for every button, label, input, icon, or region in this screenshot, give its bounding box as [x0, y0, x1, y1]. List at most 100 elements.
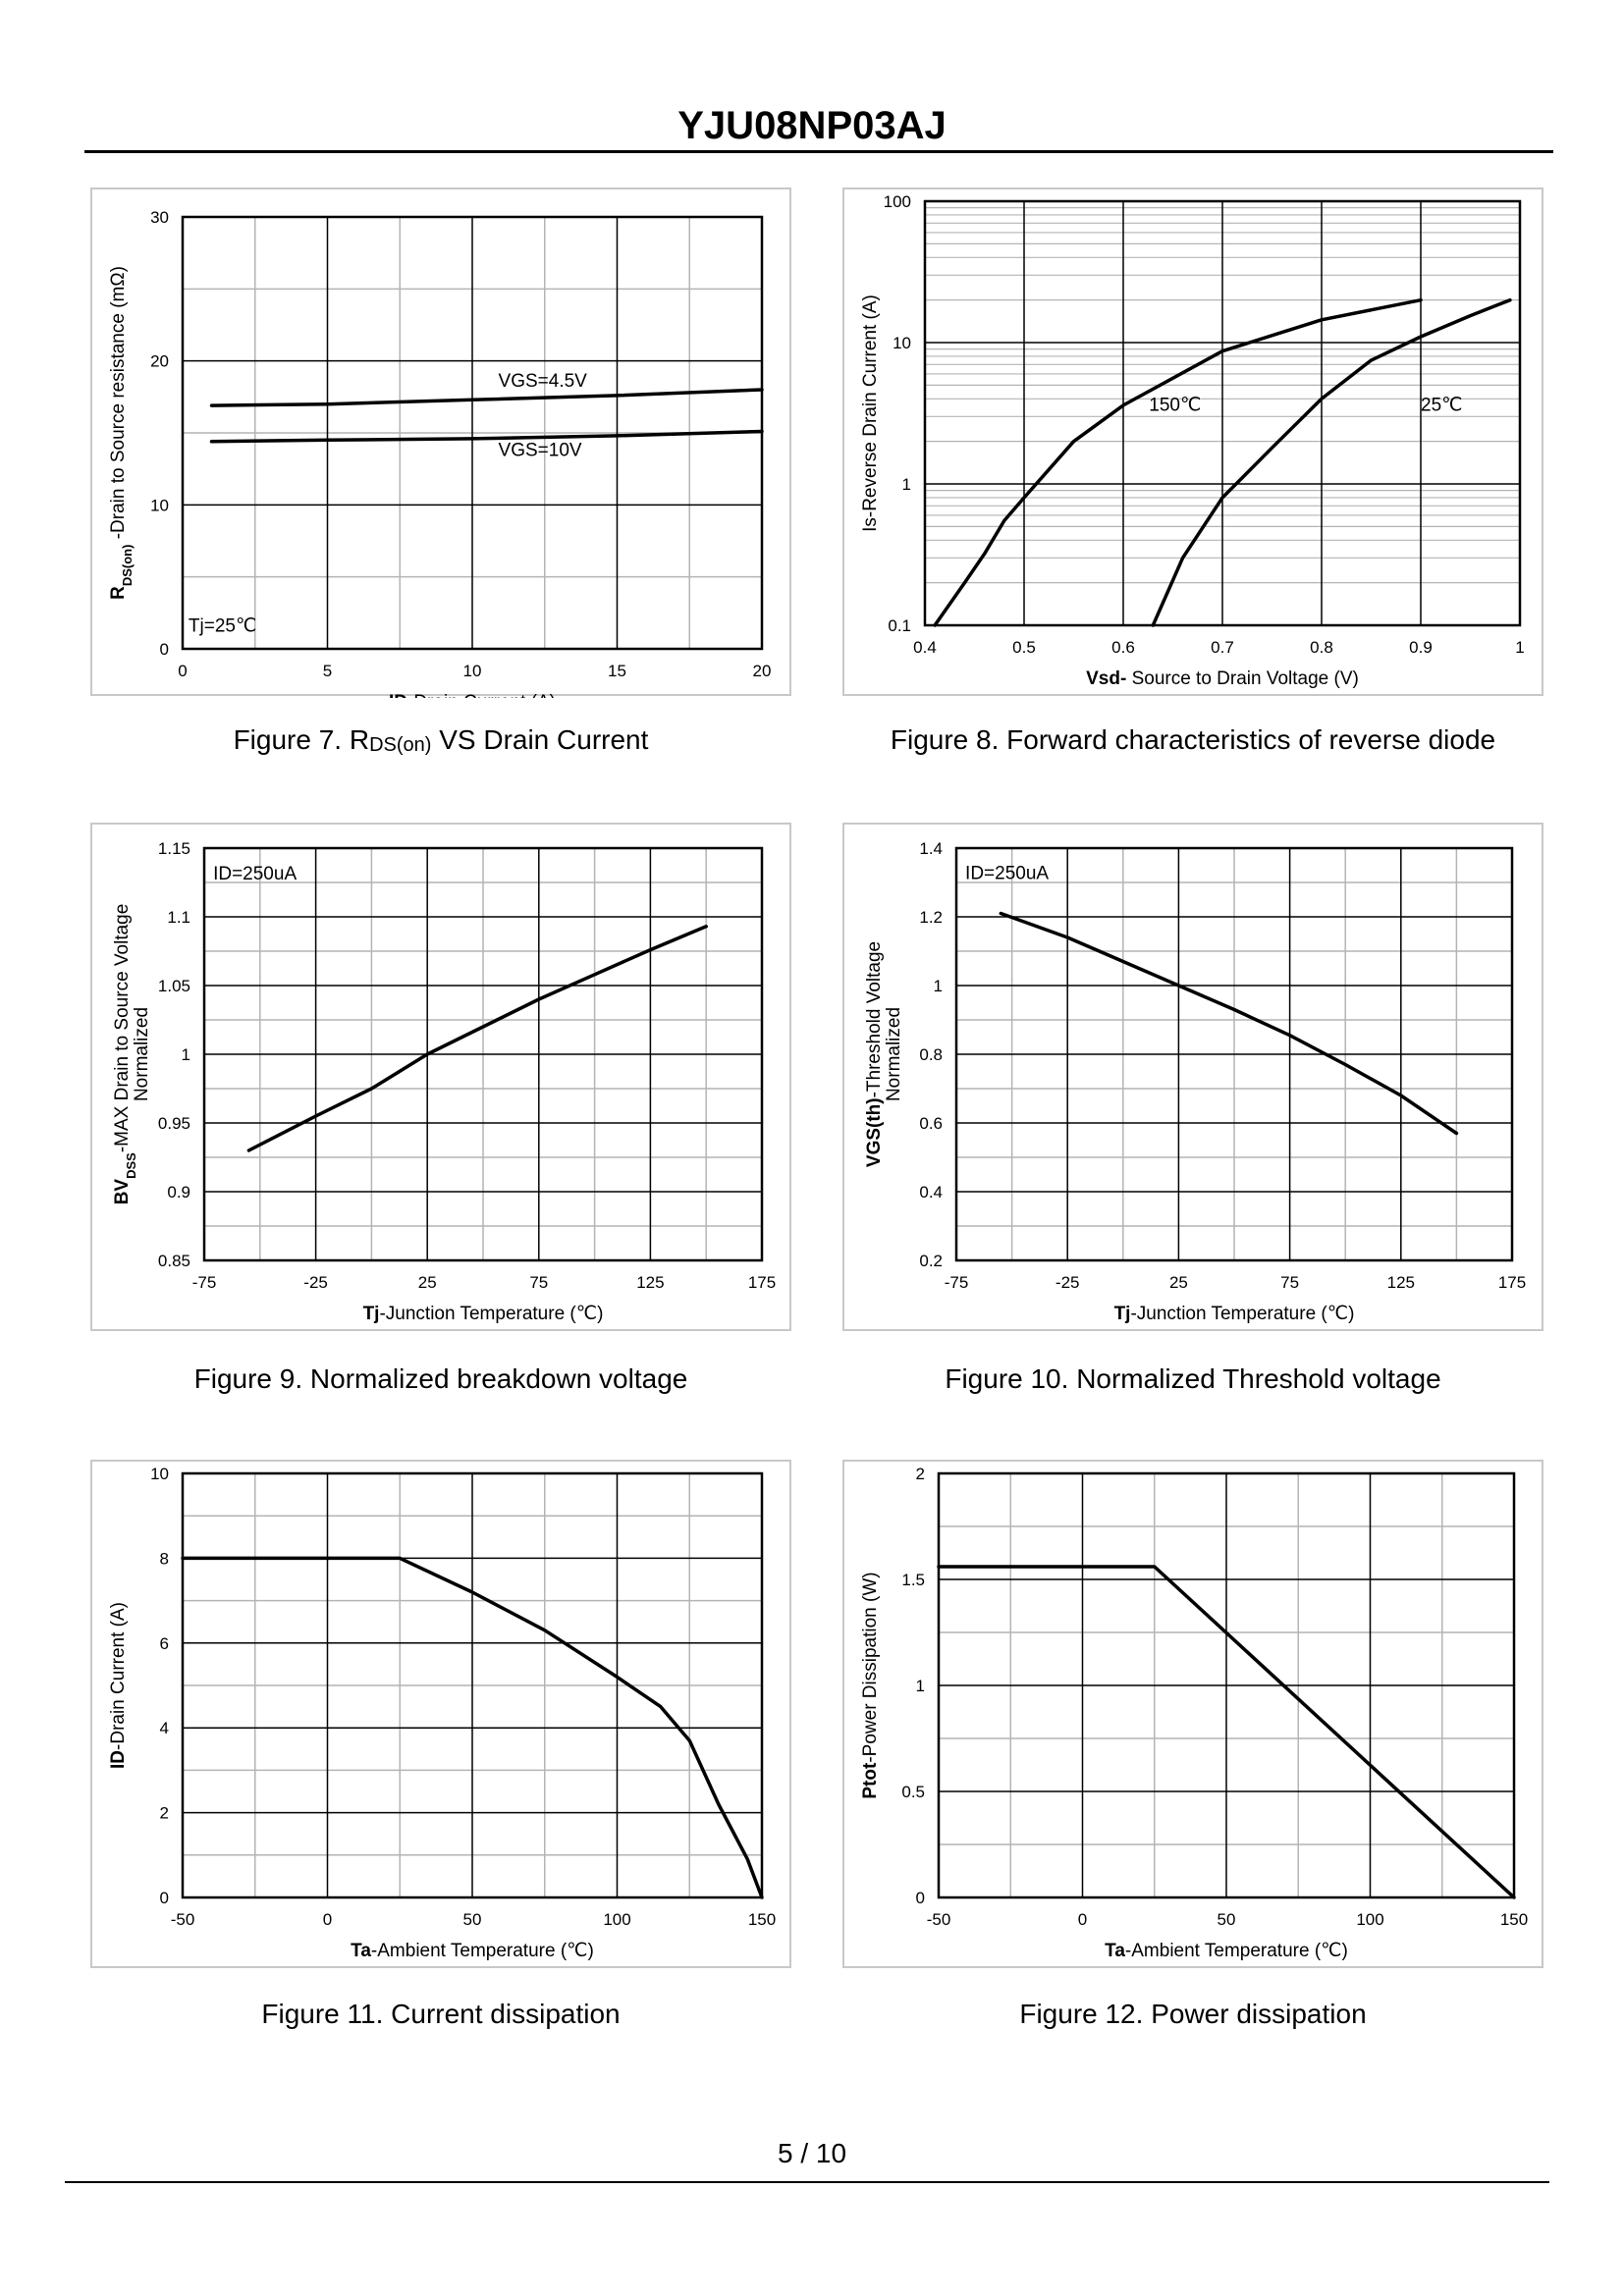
series-line — [937, 1565, 1516, 1899]
grid — [938, 1472, 1515, 1898]
y-axis-label-text: Is-Reverse Drain Current (A) — [860, 294, 881, 532]
annotation-label: VGS=10V — [499, 440, 582, 460]
annotation-label: 25℃ — [1421, 395, 1462, 415]
y-axis-label-bold: BV — [112, 1179, 133, 1205]
y-axis-label-text: -Drain to Source resistance (mΩ) — [108, 266, 129, 544]
x-tick-label: 75 — [529, 1273, 548, 1292]
figure-9-caption: Figure 9. Normalized breakdown voltage — [193, 1363, 688, 1394]
y-axis-label-text: -Drain Current (A) — [108, 1602, 129, 1750]
y-axis-label: Is-Reverse Drain Current (A) — [860, 294, 881, 532]
y-tick-label: 0 — [916, 1889, 925, 1907]
y-axis-label-text: -Power Dissipation (W) — [860, 1572, 881, 1762]
y-tick-label: 1 — [902, 475, 911, 494]
x-tick-label: 50 — [463, 1910, 482, 1929]
x-tick-label: 15 — [608, 662, 626, 680]
figure-11-caption: Figure 11. Current dissipation — [261, 1999, 621, 2029]
y-tick-label: 20 — [150, 352, 169, 371]
y-tick-label: 1.4 — [919, 839, 943, 858]
y-tick-label: 4 — [160, 1719, 169, 1737]
plot-frame — [923, 199, 1522, 627]
x-axis-label-text: -Ambient Temperature (℃) — [371, 1941, 594, 1961]
x-tick-label: 175 — [748, 1273, 776, 1292]
figure-10-chart: -75 -25 25 75 125 175 0.2 0.4 0.6 0.8 1 1.2 1.4 Tj-Ju… — [864, 839, 1526, 1324]
figure-7-caption-prefix: Figure 7. R — [233, 724, 370, 755]
x-tick-label: 100 — [1356, 1910, 1383, 1929]
y-tick-label: 0.9 — [167, 1183, 190, 1201]
x-axis-label-text: -Ambient Temperature (℃) — [1125, 1941, 1348, 1961]
x-tick-label: -25 — [1056, 1273, 1080, 1292]
x-tick-label: 0.5 — [1012, 638, 1036, 657]
x-tick-label: 1 — [1515, 638, 1524, 657]
figure-12-caption: Figure 12. Power dissipation — [1019, 1999, 1367, 2029]
y-tick-label: 1.15 — [158, 839, 190, 858]
annotation-label: ID=250uA — [965, 864, 1049, 884]
figure-8-chart: 0.4 0.5 0.6 0.7 0.8 0.9 1 0.1 1 10 100 Vsd- Source … — [860, 192, 1525, 689]
plot-frame — [937, 1471, 1516, 1899]
y-tick-label: 2 — [916, 1465, 925, 1483]
y-axis-label-line2: Normalized — [884, 1007, 904, 1101]
y-axis-label-bold: VGS(th) — [864, 1097, 885, 1167]
figure-7-caption: Figure 7. RDS(on) VS Drain Current — [90, 721, 791, 765]
x-tick-label: 25 — [418, 1273, 437, 1292]
grid — [955, 847, 1513, 1261]
header-rule — [84, 150, 1553, 153]
x-axis-label-bold: Vsd- — [1086, 668, 1126, 689]
x-axis-label-bold: ID — [389, 692, 407, 698]
x-axis-label: Tj-Junction Temperature (℃) — [363, 1304, 604, 1324]
y-tick-label: 0.6 — [919, 1114, 943, 1133]
figure-7-caption-suffix: VS Drain Current — [431, 724, 649, 755]
x-tick-label: 0 — [1078, 1910, 1087, 1929]
y-axis-label-sub: DS(on) — [120, 545, 135, 587]
series-line — [933, 297, 1423, 627]
y-tick-label: 1.2 — [919, 908, 943, 927]
y-tick-label: 1 — [916, 1677, 925, 1695]
annotation-label: ID=250uA — [213, 864, 297, 884]
figure-8-panel: 0.4 0.5 0.6 0.7 0.8 0.9 1 0.1 1 10 100 Vsd- Source … — [842, 187, 1543, 696]
y-axis-label-bold: Ptot — [860, 1762, 881, 1799]
x-tick-label: 25 — [1169, 1273, 1188, 1292]
y-axis-label: BVDSS-MAX Drain to Source Voltage — [112, 904, 138, 1205]
x-tick-label: -25 — [303, 1273, 328, 1292]
y-tick-label: 1.05 — [158, 977, 190, 995]
x-tick-label: 0.6 — [1111, 638, 1135, 657]
figure-11-panel: -50 0 50 100 150 0 2 4 6 8 10 Ta-Ambient Temperatur… — [90, 1460, 791, 1968]
y-tick-label: 30 — [150, 208, 169, 227]
x-tick-label: 0.9 — [1409, 638, 1433, 657]
y-axis-label-text: -MAX Drain to Source Voltage — [112, 904, 133, 1152]
figure-9-panel: -75 -25 25 75 125 175 0.85 0.9 0.95 1 1.05 1.1 1.15 T… — [90, 823, 791, 1331]
figure-12-panel: -50 0 50 100 150 0 0.5 1 1.5 2 Ta-Ambient Temperat… — [842, 1460, 1543, 1968]
y-tick-label: 10 — [893, 334, 911, 352]
plot-frame — [954, 846, 1514, 1262]
x-tick-label: 5 — [323, 662, 332, 680]
figure-10-caption: Figure 10. Normalized Threshold voltage — [945, 1363, 1441, 1394]
figure-7-caption-sub: DS(on) — [369, 734, 432, 756]
x-tick-label: 125 — [1387, 1273, 1415, 1292]
y-axis-label: VGS(th)-Threshold Voltage — [864, 941, 885, 1167]
plot-frame — [181, 1471, 764, 1899]
y-tick-label: 0.1 — [888, 616, 911, 635]
y-tick-label: 0.85 — [158, 1252, 190, 1270]
series-line — [209, 429, 764, 444]
y-tick-label: 0 — [160, 1889, 169, 1907]
y-tick-label: 0.4 — [919, 1183, 943, 1201]
y-axis-label-bold: ID — [108, 1750, 129, 1769]
x-tick-label: 150 — [748, 1910, 776, 1929]
x-tick-label: 175 — [1498, 1273, 1526, 1292]
y-tick-label: 1 — [934, 977, 943, 995]
y-axis-label-sub: DSS — [124, 1152, 138, 1179]
annotation-label: 150℃ — [1149, 395, 1201, 415]
annotation-label: Tj=25℃ — [189, 615, 256, 636]
x-tick-label: 0 — [323, 1910, 332, 1929]
x-axis-label: Tj-Junction Temperature (℃) — [1114, 1304, 1355, 1324]
x-axis-label-text: -Junction Temperature (℃) — [379, 1304, 603, 1324]
y-tick-label: 1 — [182, 1045, 190, 1064]
x-axis-label-bold: Ta — [351, 1941, 371, 1961]
x-axis-label-bold: Tj — [363, 1304, 380, 1324]
x-axis-label-text: -Drain Current (A) — [407, 692, 556, 698]
x-tick-label: 100 — [603, 1910, 630, 1929]
x-tick-label: 0.4 — [913, 638, 937, 657]
y-tick-label: 0 — [160, 640, 169, 659]
y-axis-label-bold: R — [108, 586, 129, 600]
